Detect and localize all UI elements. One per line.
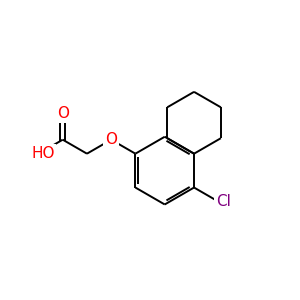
Text: O: O [57, 106, 69, 121]
Text: HO: HO [31, 146, 55, 161]
Text: O: O [105, 132, 117, 147]
Text: Cl: Cl [216, 194, 230, 209]
